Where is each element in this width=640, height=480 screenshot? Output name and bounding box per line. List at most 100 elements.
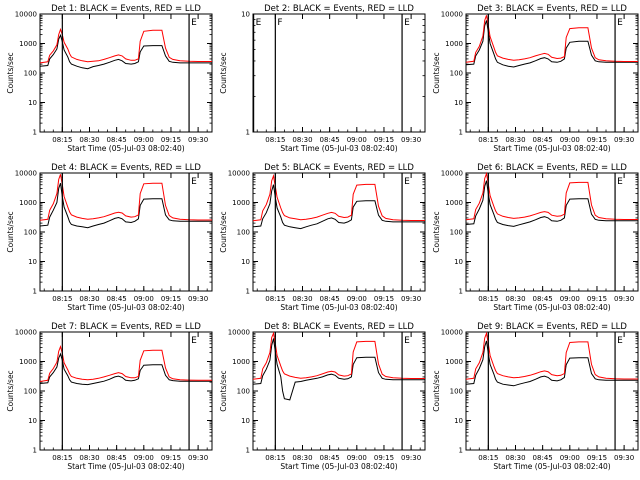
- x-tick-label: 08:15: [478, 454, 498, 462]
- panel-title: Det 5: BLACK = Events, RED = LLD: [264, 163, 414, 173]
- events-series-line: [465, 340, 638, 387]
- marker-label: E: [404, 18, 410, 28]
- x-tick-label: 09:15: [587, 454, 607, 462]
- x-tick-label: 09:30: [188, 454, 208, 462]
- x-tick-label: 08:30: [292, 454, 312, 462]
- x-tick-label: 08:15: [478, 136, 498, 144]
- events-series-line: [39, 33, 212, 70]
- x-tick-label: 08:45: [533, 454, 553, 462]
- x-tick-label: 08:30: [292, 136, 312, 144]
- lld-series-line: [252, 331, 425, 380]
- x-tick-label: 09:15: [161, 454, 181, 462]
- y-tick-label: 100: [24, 388, 37, 396]
- x-tick-label: 09:00: [560, 136, 580, 144]
- marker-label: E: [617, 18, 623, 28]
- x-tick-label: 09:00: [560, 454, 580, 462]
- x-tick-label: 09:30: [401, 295, 421, 303]
- lld-series-line: [39, 174, 212, 221]
- x-tick-label: 09:30: [401, 454, 421, 462]
- plot-frame: [39, 331, 213, 451]
- y-axis-label: Counts/sec: [6, 52, 15, 93]
- x-tick-label: 08:45: [533, 136, 553, 144]
- y-tick-label: 1: [33, 447, 37, 455]
- panel-title: Det 3: BLACK = Events, RED = LLD: [477, 4, 627, 14]
- detector-panel-2: Det 2: BLACK = Events, RED = LLD 1 10 08:15…: [219, 4, 426, 153]
- y-tick-label: 100: [24, 229, 37, 237]
- x-tick-label: 09:15: [374, 295, 394, 303]
- x-tick-label: 09:15: [374, 136, 394, 144]
- plot-frame: [465, 331, 639, 451]
- x-tick-label: 08:45: [320, 295, 340, 303]
- y-tick-label: 1000: [232, 199, 250, 207]
- y-tick-label: 10: [28, 258, 37, 266]
- detector-panel-8: Det 8: BLACK = Events, RED = LLD 1 10 100 10…: [219, 322, 426, 471]
- events-series-line: [39, 352, 212, 386]
- detector-panel-6: Det 6: BLACK = Events, RED = LLD 1 10 100 10…: [432, 163, 639, 312]
- x-tick-label: 08:15: [52, 454, 72, 462]
- panel-title: Det 1: BLACK = Events, RED = LLD: [51, 4, 201, 14]
- y-tick-label: 1000: [232, 358, 250, 366]
- y-tick-label: 10: [454, 99, 463, 107]
- y-tick-label: 100: [24, 70, 37, 78]
- y-tick-label: 100: [450, 388, 463, 396]
- y-tick-label: 1000: [19, 40, 37, 48]
- marker-label: E: [404, 177, 410, 187]
- y-axis-label: Counts/sec: [432, 370, 441, 411]
- panel-title: Det 9: BLACK = Events, RED = LLD: [477, 322, 627, 332]
- x-tick-label: 09:30: [401, 136, 421, 144]
- x-tick-label: 08:30: [79, 454, 99, 462]
- x-tick-label: 08:45: [107, 136, 127, 144]
- lld-series-line: [465, 15, 638, 63]
- detector-panel-1: Det 1: BLACK = Events, RED = LLD 1 10 100 10…: [6, 4, 213, 153]
- x-tick-label: 09:00: [347, 136, 367, 144]
- y-axis-label: Counts/sec: [219, 52, 228, 93]
- panel-title: Det 4: BLACK = Events, RED = LLD: [51, 163, 201, 173]
- x-tick-label: 08:30: [79, 295, 99, 303]
- y-tick-label: 10: [241, 11, 250, 19]
- x-tick-label: 08:30: [505, 295, 525, 303]
- lld-series-line: [252, 173, 425, 222]
- y-tick-label: 1: [459, 288, 463, 296]
- plot-frame: [252, 331, 426, 451]
- panel-title: Det 2: BLACK = Events, RED = LLD: [264, 4, 414, 14]
- x-axis-label: Start Time (05-Jul-03 08:02:40): [280, 144, 397, 153]
- y-tick-label: 10000: [441, 329, 463, 337]
- y-tick-label: 1: [246, 288, 250, 296]
- lld-series-line: [465, 331, 638, 380]
- y-tick-label: 1: [246, 447, 250, 455]
- y-axis-label: Counts/sec: [6, 370, 15, 411]
- detector-panel-3: Det 3: BLACK = Events, RED = LLD 1 10 100 10…: [432, 4, 639, 153]
- x-tick-label: 09:30: [614, 295, 634, 303]
- y-tick-label: 1000: [19, 199, 37, 207]
- x-tick-label: 09:15: [161, 136, 181, 144]
- y-tick-label: 10000: [15, 170, 37, 178]
- y-tick-label: 100: [450, 229, 463, 237]
- marker-label: E: [191, 336, 197, 346]
- x-tick-label: 09:30: [614, 454, 634, 462]
- x-tick-label: 08:30: [505, 454, 525, 462]
- y-tick-label: 10000: [441, 11, 463, 19]
- x-tick-label: 09:00: [134, 295, 154, 303]
- x-tick-label: 08:45: [107, 295, 127, 303]
- x-tick-label: 09:00: [134, 454, 154, 462]
- events-series-line: [465, 180, 638, 227]
- lld-series-line: [39, 344, 212, 382]
- x-tick-label: 08:15: [265, 136, 285, 144]
- plot-frame: [465, 172, 639, 292]
- x-axis-label: Start Time (05-Jul-03 08:02:40): [280, 303, 397, 312]
- x-axis-label: Start Time (05-Jul-03 08:02:40): [67, 303, 184, 312]
- lld-series-line: [39, 27, 212, 64]
- y-tick-label: 10000: [15, 11, 37, 19]
- detector-panel-4: Det 4: BLACK = Events, RED = LLD 1 10 100 10…: [6, 163, 213, 312]
- y-tick-label: 10000: [15, 329, 37, 337]
- events-series-line: [252, 338, 425, 401]
- x-tick-label: 09:00: [560, 295, 580, 303]
- x-axis-label: Start Time (05-Jul-03 08:02:40): [67, 144, 184, 153]
- y-axis-label: Counts/sec: [219, 211, 228, 252]
- y-axis-label: Counts/sec: [432, 211, 441, 252]
- x-tick-label: 08:45: [320, 136, 340, 144]
- x-tick-label: 08:15: [52, 295, 72, 303]
- x-tick-label: 08:15: [52, 136, 72, 144]
- plot-frame: [465, 13, 639, 133]
- plot-frame: [39, 13, 213, 133]
